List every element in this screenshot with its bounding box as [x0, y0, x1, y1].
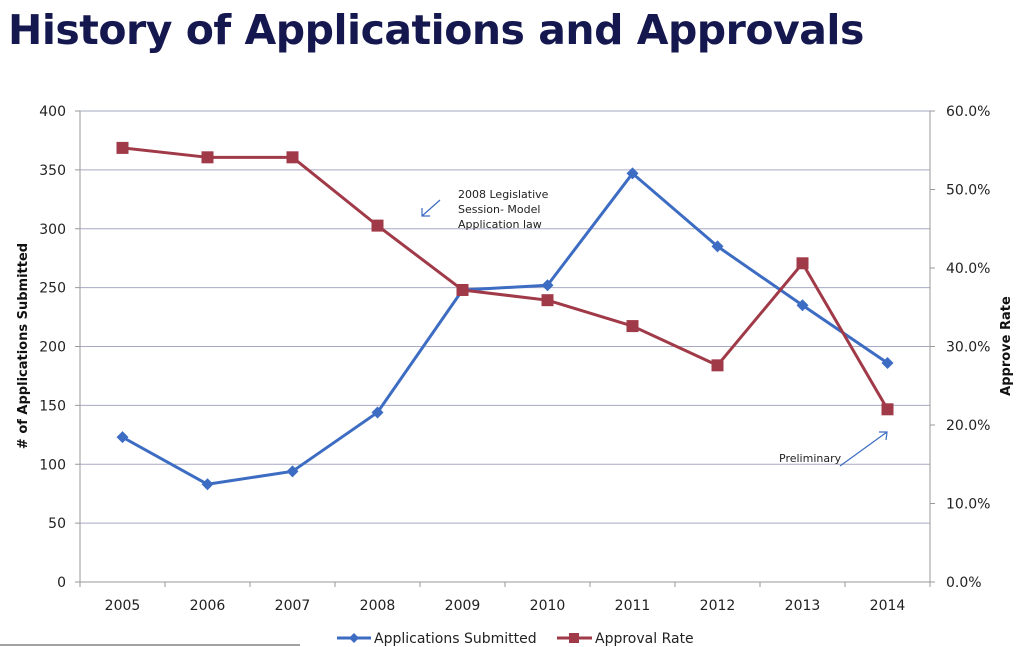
- data-point: [626, 167, 639, 180]
- legend: Applications Submitted Approval Rate: [337, 631, 694, 647]
- arrowhead-icon: [421, 208, 430, 217]
- data-point: [541, 279, 554, 292]
- y2-tick-label: 50.0%: [946, 183, 990, 199]
- axes: [75, 110, 935, 587]
- y-tick-label: 100: [39, 457, 66, 473]
- x-tick-label: 2013: [785, 598, 821, 614]
- data-point: [371, 219, 384, 232]
- y-tick-label: 350: [39, 163, 66, 179]
- data-point: [881, 403, 894, 416]
- annotation-arrow-icon: [839, 431, 888, 467]
- y-axis-title: # of Applications Submitted: [16, 243, 31, 449]
- legend-label: Approval Rate: [595, 631, 694, 647]
- gridlines: [80, 110, 930, 524]
- annotation-text-line: Application law: [458, 218, 542, 231]
- x-tick-label: 2011: [615, 598, 651, 614]
- series-line: [122, 146, 889, 411]
- y2-tick-label: 0.0%: [946, 575, 982, 591]
- y-tick-label: 50: [48, 516, 66, 532]
- y2-tick-label: 10.0%: [946, 497, 990, 513]
- data-point: [456, 283, 469, 296]
- series-group: [116, 141, 894, 491]
- legend-item: Approval Rate: [557, 631, 694, 647]
- y-axis-tick-labels: 0 50 100 150 200 250 300 350 400: [39, 104, 66, 591]
- data-point: [796, 299, 809, 312]
- diamond-marker-icon: [349, 633, 359, 643]
- y2-tick-label: 30.0%: [946, 340, 990, 356]
- data-point: [116, 431, 129, 444]
- annotation-text-line: 2008 Legislative: [458, 188, 549, 201]
- data-point: [881, 356, 894, 369]
- data-point: [201, 151, 214, 164]
- data-point: [116, 141, 129, 154]
- x-tick-label: 2014: [870, 598, 906, 614]
- y-tick-label: 150: [39, 398, 66, 414]
- arrowhead-icon: [879, 431, 888, 441]
- y2-axis-title: Approve Rate: [999, 296, 1014, 396]
- data-point: [371, 406, 384, 419]
- series-approval-rate: [116, 141, 894, 416]
- square-marker-icon: [569, 633, 579, 643]
- y-tick-label: 200: [39, 340, 66, 356]
- y-tick-label: 0: [57, 575, 66, 591]
- annotation-arrow-icon: [421, 199, 441, 217]
- y-tick-label: 400: [39, 104, 66, 120]
- data-point: [286, 151, 299, 164]
- series-line: [121, 171, 889, 486]
- x-tick-label: 2009: [445, 598, 481, 614]
- annotations: 2008 Legislative Session- Model Applicatio…: [421, 188, 888, 467]
- x-tick-label: 2008: [360, 598, 396, 614]
- annotation-text-line: Preliminary: [779, 452, 842, 465]
- y-tick-label: 250: [39, 281, 66, 297]
- data-point: [711, 359, 724, 372]
- x-tick-label: 2005: [105, 598, 141, 614]
- x-tick-label: 2012: [700, 598, 736, 614]
- y2-tick-label: 20.0%: [946, 418, 990, 434]
- x-tick-label: 2007: [275, 598, 311, 614]
- data-point: [626, 320, 639, 333]
- legend-item: Applications Submitted: [337, 631, 537, 647]
- data-point: [541, 294, 554, 307]
- data-point: [796, 257, 809, 270]
- data-point: [201, 478, 214, 491]
- y-tick-label: 300: [39, 222, 66, 238]
- x-axis-tick-labels: 2005 2006 2007 2008 2009 2010 2011 2012 2013 2014: [105, 598, 906, 614]
- page-title: History of Applications and Approvals: [8, 6, 864, 54]
- data-point: [711, 240, 724, 253]
- y2-tick-label: 40.0%: [946, 261, 990, 277]
- annotation-text-line: Session- Model: [458, 203, 540, 216]
- legend-label: Applications Submitted: [374, 631, 537, 647]
- y2-axis-tick-labels: 0.0% 10.0% 20.0% 30.0% 40.0% 50.0% 60.0%: [946, 104, 990, 591]
- x-tick-label: 2006: [190, 598, 226, 614]
- y2-tick-label: 60.0%: [946, 104, 990, 120]
- data-point: [286, 465, 299, 478]
- x-tick-label: 2010: [530, 598, 566, 614]
